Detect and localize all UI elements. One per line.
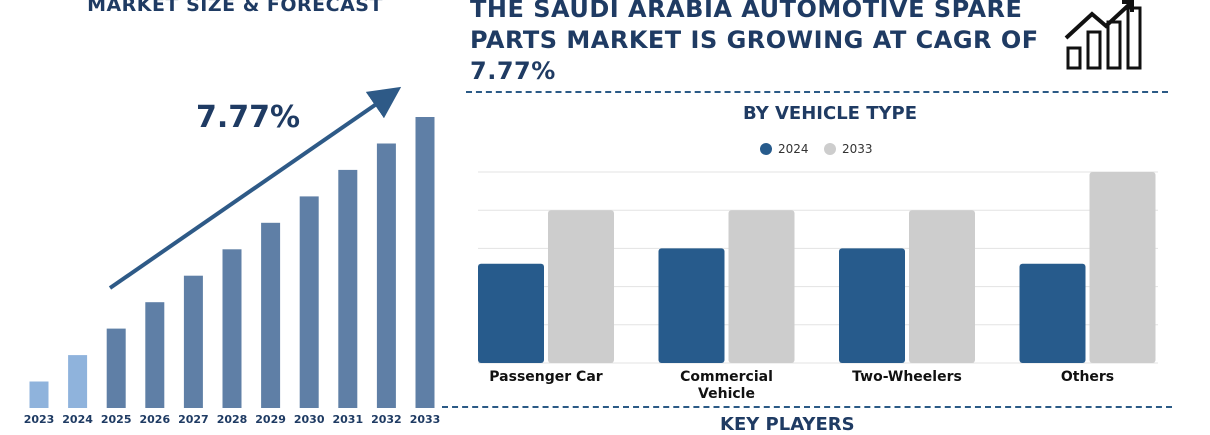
market-bar [299,196,319,408]
bar-2033 [1089,172,1156,363]
market-size-bars [29,86,435,408]
bar-2024 [658,248,725,363]
growth-arrow [108,86,402,290]
key-players-heading: KEY PLAYERS [720,414,855,435]
cagr-value: 7.77% [196,100,301,135]
vehicle-type-chart [478,171,1158,364]
market-bar [415,117,435,408]
category-label: Passenger Car [489,369,603,385]
headline: THE SAUDI ARABIA AUTOMOTIVE SPARE PARTS … [470,0,1039,85]
market-bar [222,249,242,408]
market-bar [261,222,281,408]
market-bar [145,302,165,408]
legend-swatch-2024 [760,143,772,155]
bar-2024 [1019,263,1086,363]
market-bar [106,328,126,408]
legend-label: 2033 [842,142,873,156]
chart-title: BY VEHICLE TYPE [742,103,918,124]
market-bar [183,275,203,408]
bar-2033 [728,210,795,363]
bar-2024 [478,263,544,363]
bottom-divider [442,406,1172,408]
bar-2024 [839,248,905,363]
market-bar [338,169,358,408]
legend-item-2024: 2024 [760,142,809,156]
market-bar [29,381,49,408]
market-bar [376,143,396,408]
category-label: Two-Wheelers [852,369,962,385]
legend-item-2033: 2033 [824,142,873,156]
category-label: Commercial Vehicle [680,369,773,402]
bar-2033 [548,210,614,363]
left-panel-title: MARKET SIZE & FORECAST [87,0,383,16]
top-divider [466,91,1168,93]
category-label: Others [1060,369,1115,385]
market-bar [68,355,88,408]
bar-2033 [909,210,975,363]
growth-chart-icon [1064,0,1142,70]
legend-label: 2024 [778,142,809,156]
legend-swatch-2033 [824,143,836,155]
